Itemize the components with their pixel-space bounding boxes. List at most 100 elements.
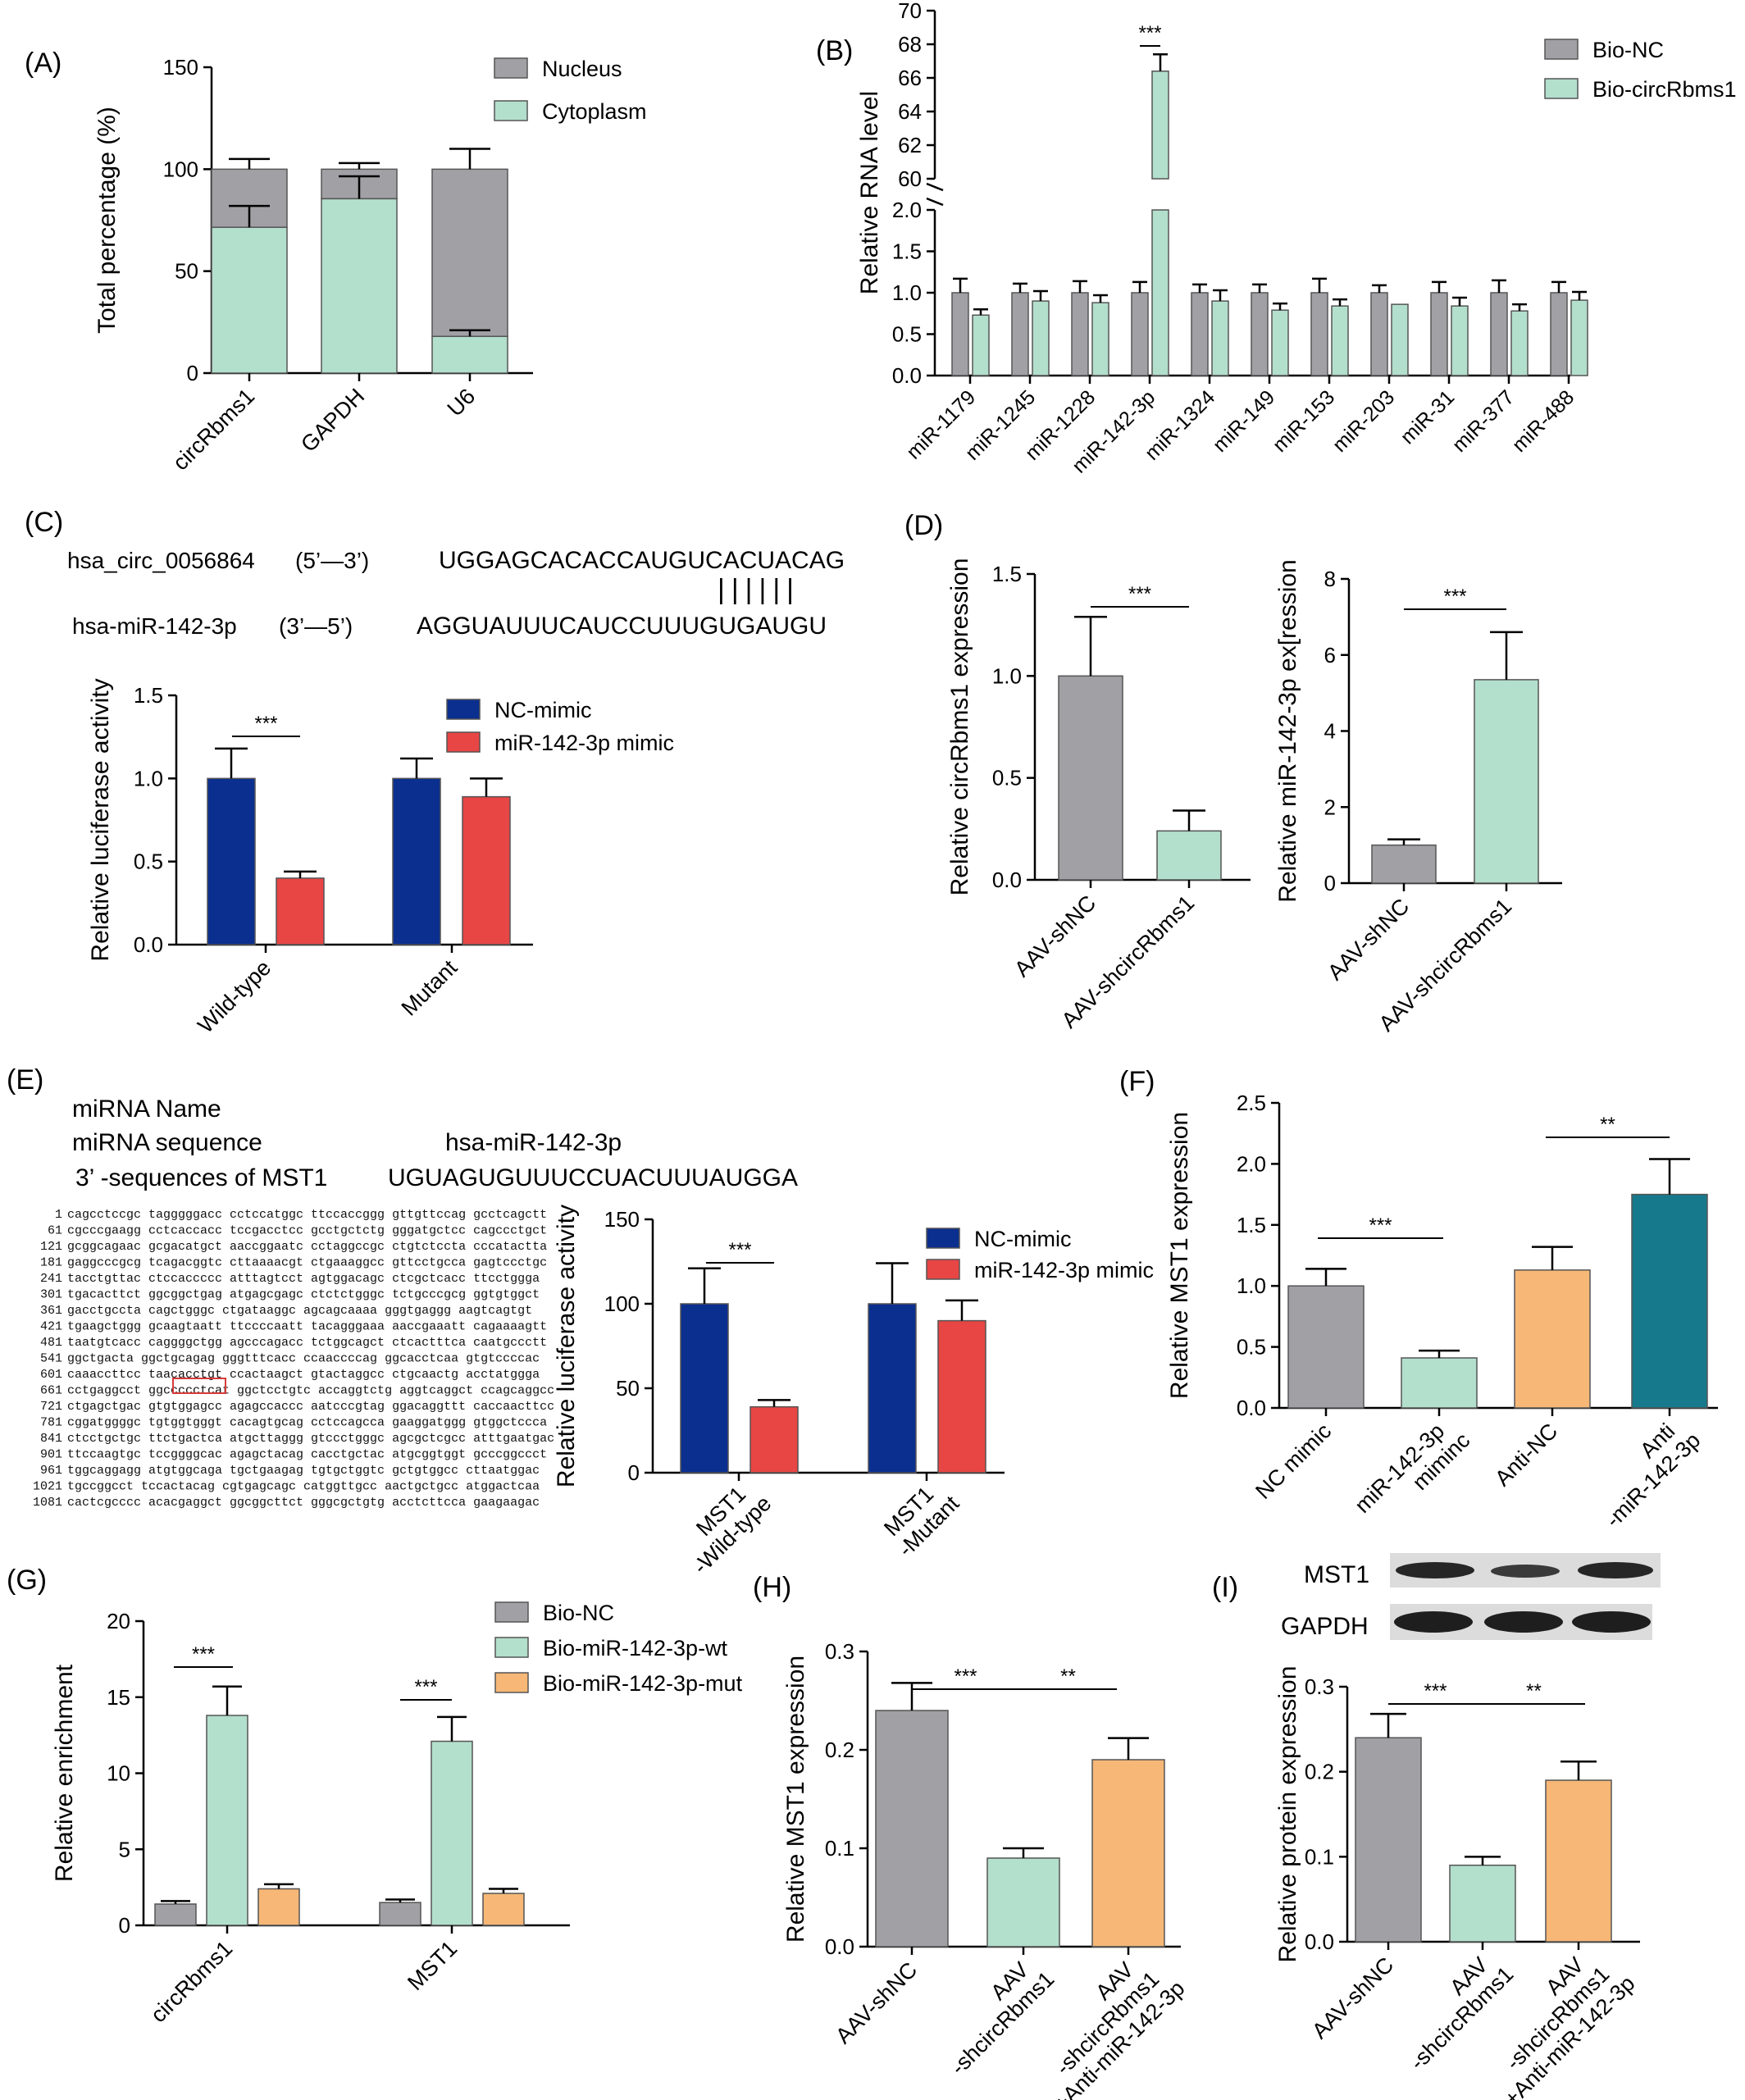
y-tick-label: 0 [628,1460,640,1485]
bar [1058,675,1123,881]
sequence-line-number: 661 [40,1384,62,1398]
axis-break-mark [926,182,944,192]
mirna-sequence-value: hsa-miR-142-3p [445,1129,622,1156]
y-axis-label: Relative enrichment [51,1664,78,1882]
bar-bio-circrbms1 [1510,310,1529,376]
x-tick-label: U6 [443,384,481,421]
bar-bio-circrbms1 [1032,300,1050,376]
x-tick-label: miR-203 [1328,385,1400,457]
y-tick-label: 2.0 [1237,1151,1266,1176]
x-tick-label-line: circRbms1 [146,1936,237,2027]
sequence-line: gacctgccta cagctgggc ctgataaggc agcagcaa… [67,1304,532,1318]
y-tick-label: 2 [1324,795,1336,819]
bar-cytoplasm [321,198,398,374]
chart-panel-g: 0 5 10 15 20 Relative enrichment circRbms1 MST1… [51,1601,743,2027]
panel-label-c: (C) [25,507,63,538]
mir-sequence: AGGUAUUUCAUCCUUUGUGAUGU [417,613,827,640]
y-tick-label: 0.3 [825,1639,854,1664]
panel-e-header: miRNA Name miRNA sequence hsa-miR-142-3p… [72,1096,798,1191]
y-tick-label: 0.0 [1305,1929,1334,1954]
x-tick-label: Mutant [397,955,462,1021]
y-tick-label: 0.2 [825,1738,854,1762]
bar [875,1710,949,1947]
x-tick-label: miR-153 [1269,385,1340,457]
bar-bio-nc [1430,292,1448,376]
circ-sequence: UGGAGCACACCAUGUCACUACAG [439,547,845,574]
bar-bio-nc [1251,292,1269,376]
circ-name: hsa_circ_0056864 [67,548,255,573]
y-tick-label: 64 [898,99,922,124]
bar-nc-mimic [207,777,256,945]
x-tick-label: circRbms1 [146,1936,237,2027]
bar [1474,679,1539,884]
sequence-line-number: 181 [40,1256,62,1270]
x-tick-label: AAV-shcircRbms1+Anti-miR-142-3p [1465,1936,1640,2100]
sequence-line: tgacacttct ggcggctgag atgagcgagc ctctctg… [67,1288,540,1302]
x-tick-label-line: AAV-shNC [1307,1952,1398,2043]
bar [1156,830,1222,881]
bar-bio-nc [1071,292,1089,376]
significance-label: *** [1369,1214,1392,1237]
y-axis-label: Relative RNA level [856,91,883,294]
bar [1449,1864,1516,1943]
x-tick-label-line: NC mimic [1251,1419,1336,1504]
bar-bio-nc [1550,292,1568,376]
sequence-line: cggatggggc tgtggtgggt cacagtgcag cctccag… [67,1416,547,1430]
y-tick-label: 0.0 [892,363,922,388]
sequence-line: tacctgttac ctccaccccc atttagtcct agtggac… [67,1272,540,1286]
legend-label: Bio-NC [1592,38,1664,62]
bar-nc-mimic [868,1303,917,1474]
bar-mir-mimic [276,877,325,945]
mst1-band [1578,1562,1653,1578]
x-tick-label: GAPDH [296,384,369,457]
axis-break-mark [926,197,944,207]
x-tick-label-line: AAV-shNC [1323,894,1414,985]
bar-mir-mimic [937,1319,986,1474]
chart-panel-h: 0.0 0.1 0.2 0.3 Relative MST1 expression AAV-… [782,1639,1189,2100]
y-tick-label: 0.3 [1305,1674,1334,1699]
panel-label-b: (B) [816,35,853,66]
sequence-line: caaaccttcc taacacctgt ccactaagct gtactag… [67,1368,540,1382]
sequence-line-number: 961 [40,1464,62,1478]
mst1-sequence-block: 1 cagcctccgc tagggggacc cctccatggc ttccac… [33,1208,554,1510]
sequence-line: ggctgacta ggctgcagag gggtttcacc ccaacccc… [67,1352,540,1366]
x-tick-label: Anti-NC [1490,1419,1562,1491]
sequence-line: gcggcagaac gcgacatgct aaccggaatc cctaggc… [67,1240,547,1254]
bar-nucleus [431,168,508,337]
panel-label-i: (I) [1212,1572,1238,1603]
bar-bio-nc [1191,292,1209,376]
mir-name: hsa-miR-142-3p [72,613,237,639]
y-tick-label: 0.5 [992,766,1022,790]
bar-bio-nc [1490,292,1508,376]
bar [257,1888,300,1926]
sequence-line-number: 301 [40,1288,62,1302]
gapdh-band [1572,1611,1651,1633]
sequence-line-number: 241 [40,1272,62,1286]
chart-panel-e: 0 50 100 150 Relative luciferase activity MST… [553,1205,1154,1579]
significance-label: *** [192,1643,215,1665]
y-tick-label: 0 [119,1913,130,1938]
sequence-line-number: 781 [40,1416,62,1430]
y-tick-label: 1.5 [992,562,1022,586]
x-tick-label-line: miR-488 [1508,385,1579,457]
significance-label: ** [1526,1680,1542,1702]
significance-label: *** [1443,585,1466,608]
sequence-line-number: 1 [55,1208,62,1222]
y-tick-label: 62 [898,133,922,157]
y-tick-label: 1.0 [892,280,922,305]
legend-swatch [1544,78,1579,99]
y-tick-label: 0.5 [134,850,163,874]
legend-label: Bio-miR-142-3p-wt [543,1636,728,1660]
y-axis-label: Relative MST1 expression [1166,1112,1193,1399]
legend-swatch [1544,39,1579,60]
y-tick-label: 20 [107,1609,130,1633]
panel-c-alignment: hsa_circ_0056864 (5’—3’) UGGAGCACACCAUGU… [67,547,845,640]
y-tick-label: 15 [107,1685,130,1710]
x-tick-label: circRbms1 [168,384,259,475]
y-tick-label: 1.0 [992,663,1022,688]
y-tick-label: 0.0 [134,932,163,957]
x-tick-label-line: AAV-shNC [831,1957,922,2048]
sequence-line: gaggcccgcg tcagacggtc cttaaaacgt ctgaaag… [67,1256,547,1270]
x-tick-label: Anti-miR-142-3p [1583,1410,1706,1533]
